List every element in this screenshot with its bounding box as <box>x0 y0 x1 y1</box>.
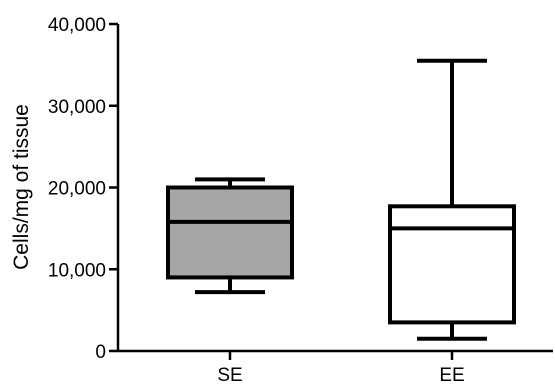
y-tick-label: 0 <box>95 342 106 363</box>
y-tick-label: 40,000 <box>48 15 106 36</box>
x-tick-label: EE <box>439 365 464 385</box>
axes: 0 10,000 20,000 30,000 40,000 SE EE <box>48 15 553 385</box>
iqr-box <box>166 185 294 280</box>
y-tick-label: 30,000 <box>48 97 106 118</box>
y-axis-title: Cells/mg of tissue <box>10 104 33 270</box>
box-se <box>166 177 294 295</box>
boxes <box>166 58 516 341</box>
y-tick-label: 20,000 <box>48 179 106 200</box>
x-tick-label: SE <box>217 365 242 385</box>
box-ee <box>388 58 516 341</box>
y-tick-label: 10,000 <box>48 260 106 281</box>
iqr-box <box>388 204 516 325</box>
